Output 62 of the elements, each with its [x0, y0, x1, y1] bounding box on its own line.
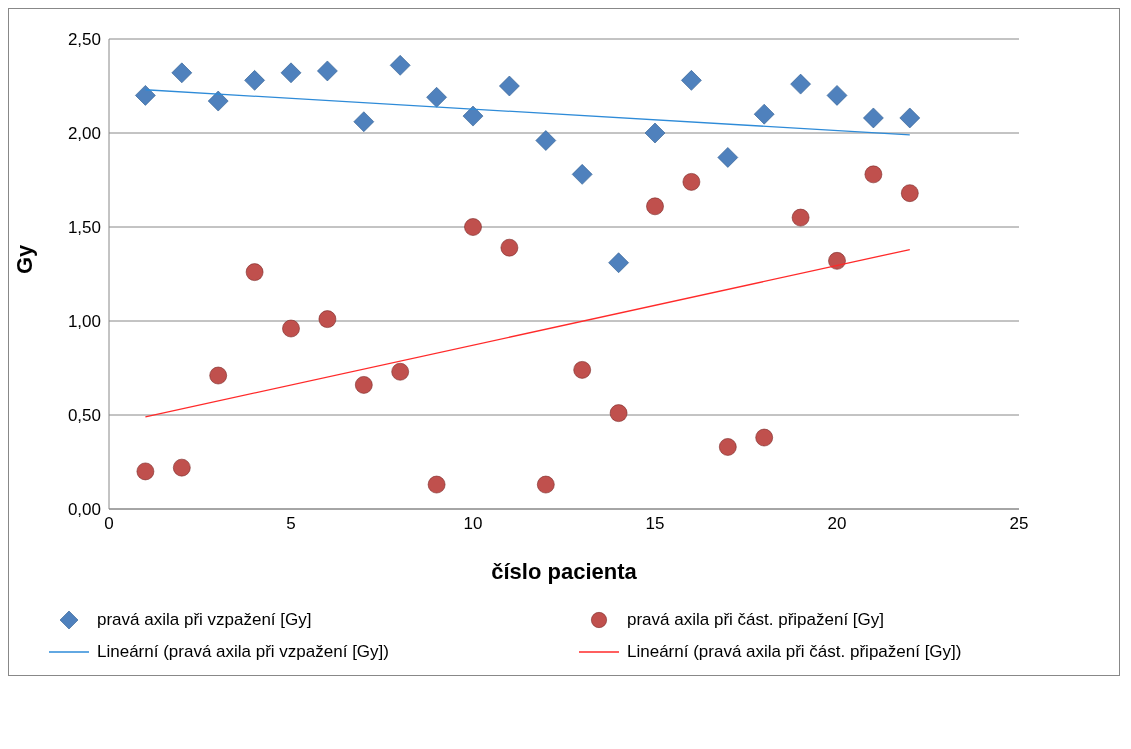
- point: [682, 173, 701, 191]
- point: [755, 428, 773, 447]
- y-axis-title: Gy: [11, 243, 37, 274]
- y-tick-label: 0,50: [67, 406, 101, 426]
- point: [136, 462, 155, 481]
- point: [500, 238, 519, 257]
- point: [609, 404, 628, 422]
- point: [427, 475, 446, 494]
- point: [462, 105, 484, 127]
- point: [901, 184, 919, 202]
- point: [207, 90, 229, 112]
- point: [899, 107, 921, 129]
- point: [135, 85, 156, 106]
- point: [537, 475, 555, 494]
- point: [245, 263, 264, 281]
- x-tick-label: 25: [1009, 514, 1029, 534]
- y-tick-label: 2,00: [67, 124, 101, 144]
- point: [864, 165, 883, 184]
- point: [719, 438, 737, 456]
- legend-label: Lineární (pravá axila při vzpažení [Gy]): [97, 642, 389, 662]
- point: [681, 70, 702, 91]
- x-tick-label: 10: [463, 514, 483, 534]
- point: [282, 319, 300, 338]
- point: [644, 122, 666, 144]
- point: [464, 218, 482, 236]
- point: [646, 197, 664, 216]
- point: [389, 55, 411, 76]
- point: [717, 147, 739, 168]
- point: [826, 85, 848, 106]
- point: [571, 164, 593, 185]
- point: [535, 130, 557, 151]
- point: [573, 361, 591, 379]
- point: [244, 70, 265, 91]
- x-tick-label: 15: [645, 514, 665, 534]
- point: [353, 111, 375, 133]
- x-tick-label: 0: [104, 514, 114, 534]
- legend-label: Lineární (pravá axila při část. připažení [Gy]): [627, 642, 962, 662]
- point: [355, 376, 373, 394]
- point: [426, 86, 447, 108]
- point: [171, 62, 193, 84]
- point: [280, 62, 302, 84]
- point: [317, 60, 338, 82]
- point: [791, 208, 810, 227]
- x-tick-label: 5: [286, 514, 296, 534]
- y-tick-label: 1,00: [67, 312, 101, 332]
- point: [391, 362, 409, 381]
- y-tick-label: 2,50: [67, 30, 101, 50]
- point: [790, 73, 811, 95]
- point: [318, 310, 337, 328]
- point: [173, 458, 191, 477]
- x-tick-label: 20: [827, 514, 847, 534]
- legend-label: pravá axila při vzpažení [Gy]: [97, 610, 312, 630]
- point: [608, 252, 629, 274]
- y-tick-label: 0,00: [67, 500, 101, 520]
- point: [828, 252, 846, 270]
- point: [209, 366, 227, 385]
- point: [863, 107, 884, 129]
- point: [753, 103, 775, 125]
- y-tick-label: 1,50: [67, 218, 101, 238]
- point: [499, 75, 520, 97]
- x-axis-title: číslo pacienta: [491, 559, 638, 584]
- legend-label: pravá axila při část. připažení [Gy]: [627, 610, 885, 630]
